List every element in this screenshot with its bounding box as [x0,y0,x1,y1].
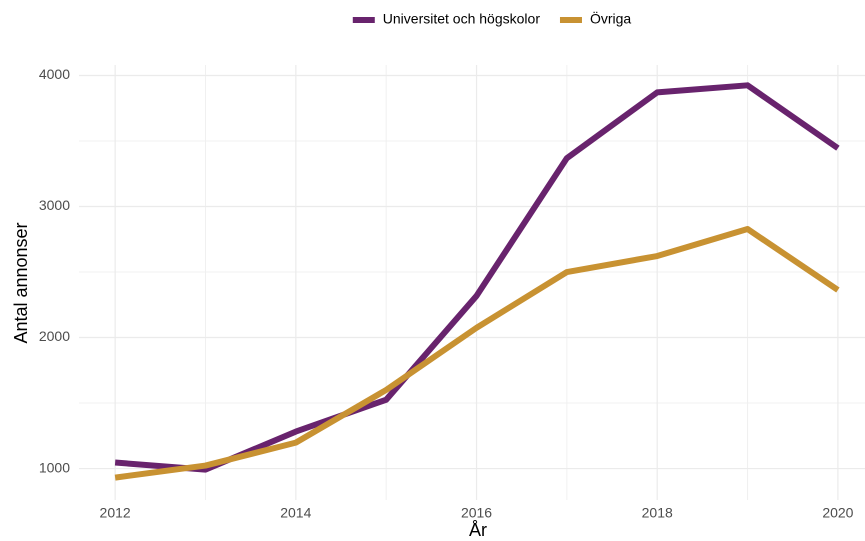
legend-item: Övriga [559,10,631,27]
legend: Universitet och högskolor Övriga [352,10,631,27]
legend-label: Universitet och högskolor [383,11,541,27]
y-tick-label: 1000 [39,459,70,475]
y-tick-label: 2000 [39,328,70,344]
x-tick-label: 2020 [822,505,853,521]
y-tick-label: 4000 [39,66,70,82]
legend-label: Övriga [590,10,631,27]
y-axis-title: Antal annonser [11,222,31,343]
x-tick-label: 2016 [461,505,492,521]
y-tick-label: 3000 [39,197,70,213]
series-line [114,226,840,481]
x-tick-label: 2018 [642,505,673,521]
x-axis-title: År [469,520,487,540]
x-tick-label: 2012 [100,505,131,521]
x-tick-label: 2014 [280,505,311,521]
legend-item: Universitet och högskolor [352,11,541,27]
